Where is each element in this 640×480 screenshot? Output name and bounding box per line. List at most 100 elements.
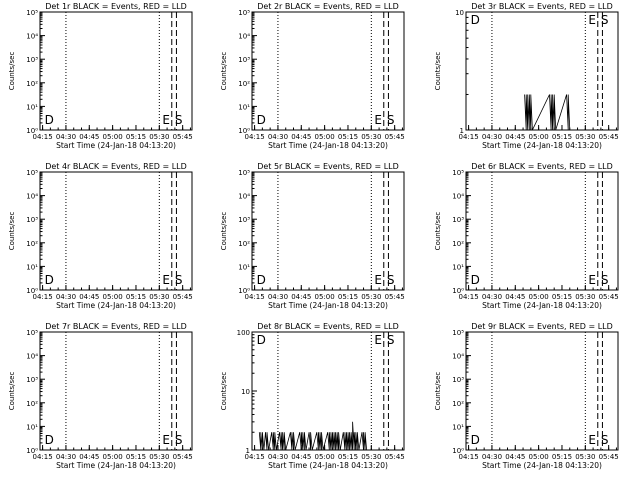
event-marker-e: E bbox=[374, 273, 382, 287]
x-tick-label: 04:15 bbox=[459, 133, 479, 141]
panel-title: Det 5r BLACK = Events, RED = LLD bbox=[257, 162, 399, 171]
x-tick-label: 04:15 bbox=[245, 453, 265, 461]
x-tick-label: 04:30 bbox=[482, 453, 502, 461]
x-tick-label: 05:30 bbox=[575, 133, 595, 141]
x-tick-label: 04:30 bbox=[56, 293, 76, 301]
x-tick-label: 04:30 bbox=[56, 133, 76, 141]
event-marker-s: S bbox=[175, 273, 183, 287]
x-tick-label: 04:30 bbox=[482, 133, 502, 141]
event-marker-s: S bbox=[601, 433, 609, 447]
event-marker-e: E bbox=[162, 113, 170, 127]
x-tick-label: 04:30 bbox=[268, 133, 288, 141]
y-tick-label: 10³ bbox=[26, 216, 38, 224]
x-tick-label: 04:45 bbox=[505, 133, 525, 141]
x-axis-label: Start Time (24-Jan-18 04:13:20) bbox=[56, 141, 176, 150]
x-tick-label: 04:15 bbox=[245, 293, 265, 301]
x-tick-label: 04:15 bbox=[459, 293, 479, 301]
x-tick-label: 04:45 bbox=[291, 133, 311, 141]
panel-title: Det 6r BLACK = Events, RED = LLD bbox=[471, 162, 613, 171]
event-marker-e: E bbox=[588, 13, 596, 27]
event-marker-s: S bbox=[601, 13, 609, 27]
event-marker-e: E bbox=[162, 433, 170, 447]
panel-det-8: Det 8r BLACK = Events, RED = LLD 1 10 100 04… bbox=[220, 322, 405, 470]
x-tick-label: 05:15 bbox=[552, 133, 572, 141]
y-axis-label: Counts/sec bbox=[434, 372, 442, 411]
y-axis-label: Counts/sec bbox=[8, 372, 16, 411]
y-tick-label: 10⁴ bbox=[452, 353, 464, 361]
event-marker-d: D bbox=[45, 433, 54, 447]
x-tick-label: 04:15 bbox=[33, 453, 53, 461]
x-tick-label: 05:45 bbox=[173, 133, 193, 141]
y-axis-label: Counts/sec bbox=[220, 52, 228, 91]
y-tick-label: 10⁵ bbox=[26, 169, 38, 177]
plot-frame bbox=[251, 11, 405, 131]
y-axis-label: Counts/sec bbox=[220, 212, 228, 251]
panel-det-6: Det 6r BLACK = Events, RED = LLD 10⁰ 10¹ 10… bbox=[434, 162, 619, 310]
y-axis-label: Counts/sec bbox=[220, 372, 228, 411]
panel-title: Det 7r BLACK = Events, RED = LLD bbox=[45, 322, 187, 331]
x-tick-label: 05:30 bbox=[361, 133, 381, 141]
panel-det-9: Det 9r BLACK = Events, RED = LLD 10⁰ 10¹ 10… bbox=[434, 322, 619, 470]
x-tick-label: 04:45 bbox=[505, 293, 525, 301]
x-tick-label: 04:45 bbox=[79, 453, 99, 461]
event-marker-d: D bbox=[471, 13, 480, 27]
plot-frame bbox=[465, 11, 619, 131]
x-axis-label: Start Time (24-Jan-18 04:13:20) bbox=[268, 461, 388, 470]
x-axis-label: Start Time (24-Jan-18 04:13:20) bbox=[482, 461, 602, 470]
panel-det-4: Det 4r BLACK = Events, RED = LLD 10⁰ 10¹ 10… bbox=[8, 162, 193, 310]
event-marker-d: D bbox=[257, 333, 266, 347]
panel-det-5: Det 5r BLACK = Events, RED = LLD 10⁰ 10¹ 10… bbox=[220, 162, 405, 310]
x-tick-label: 04:15 bbox=[245, 133, 265, 141]
event-marker-e: E bbox=[374, 333, 382, 347]
y-axis-label: Counts/sec bbox=[434, 52, 442, 91]
panel-title: Det 4r BLACK = Events, RED = LLD bbox=[45, 162, 187, 171]
event-marker-s: S bbox=[175, 433, 183, 447]
y-tick-label: 10² bbox=[238, 80, 250, 88]
event-marker-s: S bbox=[387, 273, 395, 287]
y-tick-label: 10⁰ bbox=[452, 287, 464, 295]
x-tick-label: 05:30 bbox=[149, 133, 169, 141]
x-axis-label: Start Time (24-Jan-18 04:13:20) bbox=[482, 301, 602, 310]
y-tick-label: 10⁵ bbox=[26, 9, 38, 17]
panel-title: Det 1r BLACK = Events, RED = LLD bbox=[45, 2, 187, 11]
x-tick-label: 05:45 bbox=[599, 453, 619, 461]
x-tick-label: 05:00 bbox=[529, 453, 549, 461]
x-axis-label: Start Time (24-Jan-18 04:13:20) bbox=[268, 141, 388, 150]
y-tick-label: 10⁴ bbox=[238, 193, 250, 201]
x-tick-label: 04:30 bbox=[56, 453, 76, 461]
x-tick-label: 05:45 bbox=[599, 133, 619, 141]
x-tick-label: 05:30 bbox=[575, 453, 595, 461]
x-tick-label: 04:45 bbox=[291, 453, 311, 461]
y-axis-label: Counts/sec bbox=[434, 212, 442, 251]
event-marker-d: D bbox=[471, 433, 480, 447]
y-tick-label: 10⁵ bbox=[238, 169, 250, 177]
x-tick-label: 05:30 bbox=[361, 293, 381, 301]
y-tick-label: 10 bbox=[455, 9, 464, 17]
x-tick-label: 05:30 bbox=[575, 293, 595, 301]
y-tick-label: 10⁵ bbox=[26, 329, 38, 337]
y-tick-label: 10³ bbox=[238, 216, 250, 224]
y-tick-label: 10⁰ bbox=[26, 447, 38, 455]
event-marker-s: S bbox=[601, 273, 609, 287]
plot-frame bbox=[465, 171, 619, 291]
plot-frame bbox=[39, 331, 193, 451]
x-tick-label: 05:00 bbox=[315, 293, 335, 301]
series-line bbox=[258, 421, 367, 451]
plot-frame bbox=[39, 11, 193, 131]
y-tick-label: 10⁴ bbox=[452, 193, 464, 201]
x-tick-label: 05:00 bbox=[529, 133, 549, 141]
event-marker-e: E bbox=[374, 113, 382, 127]
panel-det-2: Det 2r BLACK = Events, RED = LLD 10⁰ 10¹ 10… bbox=[220, 2, 405, 150]
y-tick-label: 10⁴ bbox=[26, 33, 38, 41]
y-tick-label: 10⁴ bbox=[26, 353, 38, 361]
panel-det-7: Det 7r BLACK = Events, RED = LLD 10⁰ 10¹ 10… bbox=[8, 322, 193, 470]
x-tick-label: 05:15 bbox=[338, 293, 358, 301]
y-tick-label: 10¹ bbox=[452, 263, 464, 271]
x-tick-label: 05:00 bbox=[103, 453, 123, 461]
y-axis-label: Counts/sec bbox=[8, 52, 16, 91]
panel-title: Det 8r BLACK = Events, RED = LLD bbox=[257, 322, 399, 331]
x-tick-label: 05:45 bbox=[385, 293, 405, 301]
plot-frame bbox=[251, 171, 405, 291]
x-tick-label: 05:30 bbox=[149, 453, 169, 461]
